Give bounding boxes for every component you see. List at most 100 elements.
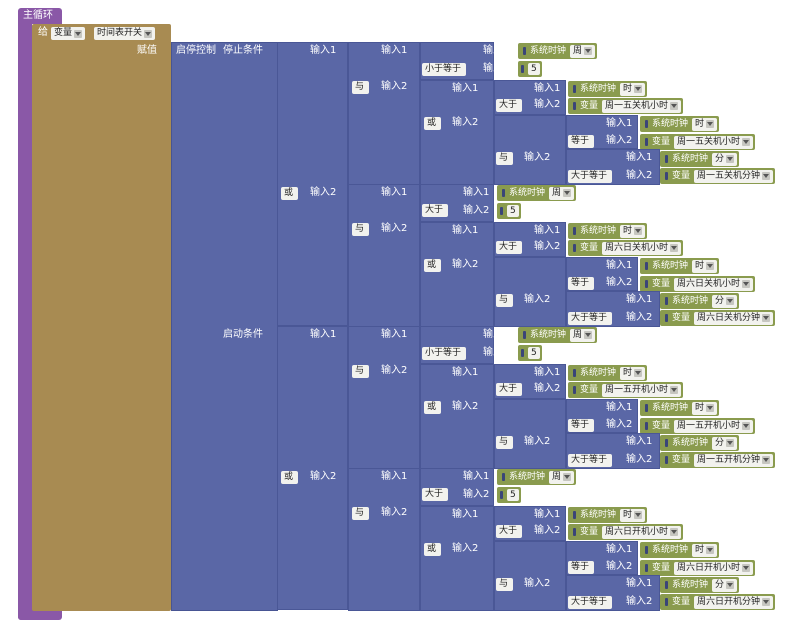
variable-block[interactable]: 变量 周六日开机小时 [568,524,684,540]
system-clock-block[interactable]: 系统时钟时 [640,116,720,132]
compare-operator-dropdown[interactable]: 大于等于 [568,312,613,325]
logic-operator-dropdown[interactable]: 或 [281,471,299,484]
variable-block[interactable]: 变量 周一五关机小时 [568,98,684,114]
and-block[interactable] [494,541,566,611]
logic-operator-dropdown[interactable]: 与 [496,152,514,165]
var-dropdown[interactable]: 周六日开机分钟 [694,595,774,609]
var-name-dropdown[interactable]: 时间表开关 [94,27,156,40]
logic-operator-dropdown[interactable]: 或 [424,543,442,556]
set-variable-block[interactable] [32,24,171,611]
logic-operator-dropdown[interactable]: 与 [352,223,370,236]
and-block[interactable] [348,468,420,611]
or-block[interactable] [277,42,348,326]
clock-unit-dropdown[interactable]: 时 [692,401,718,415]
compare-operator-dropdown[interactable]: 大于等于 [568,596,613,609]
and-block[interactable] [348,326,420,469]
system-clock-block[interactable]: 系统时钟分 [660,435,740,451]
and-block[interactable] [494,257,566,327]
or-block[interactable] [420,364,494,469]
clock-unit-dropdown[interactable]: 分 [712,436,738,450]
logic-operator-dropdown[interactable]: 与 [496,578,514,591]
clock-unit-dropdown[interactable]: 周 [549,186,575,200]
clock-unit-dropdown[interactable]: 时 [620,508,646,522]
variable-block[interactable]: 变量 周六日关机小时 [640,276,756,292]
var-dropdown[interactable]: 周一五关机小时 [602,99,682,113]
clock-unit-dropdown[interactable]: 时 [620,82,646,96]
logic-operator-dropdown[interactable]: 与 [352,365,370,378]
compare-operator-dropdown[interactable]: 等于 [568,561,595,574]
system-clock-block[interactable]: 系统时钟时 [640,542,720,558]
compare-operator-dropdown[interactable]: 等于 [568,419,595,432]
compare-operator-dropdown[interactable]: 大于 [496,525,523,538]
compare-operator-dropdown[interactable]: 大于 [496,383,523,396]
or-block[interactable] [420,506,494,611]
clock-unit-dropdown[interactable]: 时 [620,224,646,238]
var-dropdown[interactable]: 周六日关机小时 [602,241,682,255]
and-block[interactable] [348,42,420,185]
and-block[interactable] [494,399,566,469]
compare-week-block[interactable] [420,468,494,506]
compare-operator-dropdown[interactable]: 大于等于 [568,454,613,467]
var-type-dropdown[interactable]: 变量 [51,27,86,40]
var-dropdown[interactable]: 周六日开机小时 [602,525,682,539]
var-dropdown[interactable]: 周一五开机小时 [602,383,682,397]
logic-operator-dropdown[interactable]: 或 [424,117,442,130]
clock-unit-dropdown[interactable]: 分 [712,578,738,592]
logic-operator-dropdown[interactable]: 与 [352,81,370,94]
logic-operator-dropdown[interactable]: 或 [424,259,442,272]
system-clock-block[interactable]: 系统时钟周 [518,43,598,59]
system-clock-block[interactable]: 系统时钟分 [660,151,740,167]
compare-operator-dropdown[interactable]: 大于 [422,488,449,501]
or-block[interactable] [420,80,494,185]
var-dropdown[interactable]: 周六日关机小时 [674,277,754,291]
clock-unit-dropdown[interactable]: 分 [712,294,738,308]
clock-unit-dropdown[interactable]: 时 [620,366,646,380]
system-clock-block[interactable]: 系统时钟时 [640,258,720,274]
system-clock-block[interactable]: 系统时钟时 [568,223,648,239]
variable-block[interactable]: 变量 周一五开机小时 [568,382,684,398]
clock-unit-dropdown[interactable]: 周 [549,470,575,484]
compare-operator-dropdown[interactable]: 等于 [568,277,595,290]
system-clock-block[interactable]: 系统时钟时 [568,365,648,381]
var-dropdown[interactable]: 周一五开机小时 [674,419,754,433]
variable-block[interactable]: 变量 周六日开机小时 [640,560,756,576]
compare-minute-gte-block[interactable] [566,291,660,327]
clock-unit-dropdown[interactable]: 分 [712,152,738,166]
var-dropdown[interactable]: 周一五关机分钟 [694,169,774,183]
number-block[interactable]: 5 [518,61,542,77]
variable-block[interactable]: 变量 周六日关机分钟 [660,310,776,326]
number-block[interactable]: 5 [497,203,521,219]
system-clock-block[interactable]: 系统时钟周 [497,469,577,485]
compare-operator-dropdown[interactable]: 大于等于 [568,170,613,183]
clock-unit-dropdown[interactable]: 周 [570,328,596,342]
logic-operator-dropdown[interactable]: 或 [424,401,442,414]
compare-operator-dropdown[interactable]: 小于等于 [422,63,467,76]
logic-operator-dropdown[interactable]: 与 [496,436,514,449]
compare-operator-dropdown[interactable]: 大于 [496,99,523,112]
system-clock-block[interactable]: 系统时钟周 [518,327,598,343]
system-clock-block[interactable]: 系统时钟分 [660,577,740,593]
var-dropdown[interactable]: 周一五关机小时 [674,135,754,149]
variable-block[interactable]: 变量 周一五开机小时 [640,418,756,434]
var-dropdown[interactable]: 周六日开机小时 [674,561,754,575]
var-dropdown[interactable]: 周六日关机分钟 [694,311,774,325]
variable-block[interactable]: 变量 周一五关机分钟 [660,168,776,184]
logic-operator-dropdown[interactable]: 与 [352,507,370,520]
system-clock-block[interactable]: 系统时钟周 [497,185,577,201]
clock-unit-dropdown[interactable]: 时 [692,117,718,131]
clock-unit-dropdown[interactable]: 时 [692,543,718,557]
system-clock-block[interactable]: 系统时钟时 [568,81,648,97]
logic-operator-dropdown[interactable]: 或 [281,187,299,200]
variable-block[interactable]: 变量 周一五开机分钟 [660,452,776,468]
or-block[interactable] [277,326,348,610]
compare-operator-dropdown[interactable]: 大于 [496,241,523,254]
logic-operator-dropdown[interactable]: 与 [496,294,514,307]
clock-unit-dropdown[interactable]: 周 [570,44,596,58]
compare-operator-dropdown[interactable]: 大于 [422,204,449,217]
and-block[interactable] [494,115,566,185]
system-clock-block[interactable]: 系统时钟时 [568,507,648,523]
compare-operator-dropdown[interactable]: 等于 [568,135,595,148]
number-block[interactable]: 5 [518,345,542,361]
variable-block[interactable]: 变量 周六日关机小时 [568,240,684,256]
compare-operator-dropdown[interactable]: 小于等于 [422,347,467,360]
